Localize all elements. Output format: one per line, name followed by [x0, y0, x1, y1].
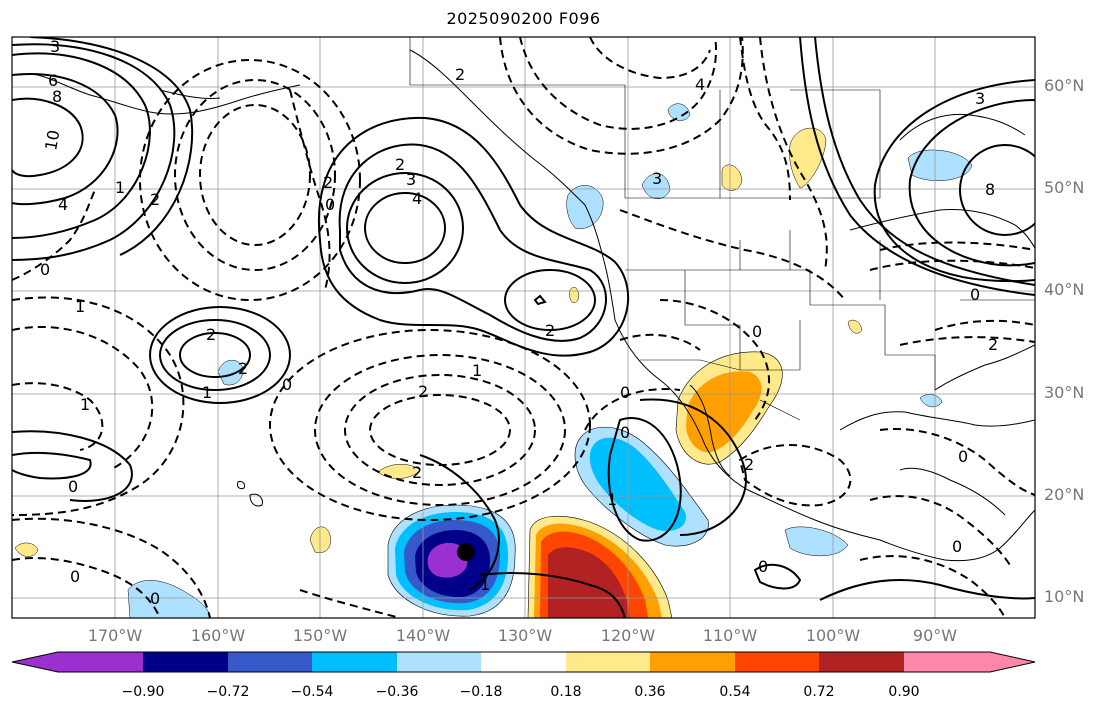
- svg-text:0: 0: [758, 557, 768, 576]
- map-frame: [11, 36, 1036, 619]
- svg-text:0: 0: [620, 383, 630, 402]
- colorbar-tick-label: −0.72: [206, 684, 250, 700]
- svg-text:1: 1: [75, 297, 85, 316]
- svg-text:8: 8: [52, 87, 62, 106]
- svg-text:2: 2: [238, 359, 248, 378]
- svg-text:4: 4: [695, 75, 705, 94]
- svg-text:2: 2: [455, 65, 465, 84]
- colorbar-extend-high: [990, 652, 1035, 672]
- lon-label-160w: 160°W: [190, 626, 246, 645]
- svg-text:2: 2: [545, 321, 555, 340]
- colorbar-segment: [143, 652, 229, 672]
- svg-text:0: 0: [970, 285, 980, 304]
- svg-text:0: 0: [958, 447, 968, 466]
- svg-text:2: 2: [395, 155, 405, 174]
- svg-text:2: 2: [150, 190, 160, 209]
- svg-text:6: 6: [48, 71, 58, 90]
- lat-label-40: 40°N: [1044, 280, 1085, 299]
- contours-negative: [12, 37, 1035, 618]
- svg-text:0: 0: [68, 477, 78, 496]
- svg-text:0: 0: [620, 423, 630, 442]
- svg-text:10: 10: [41, 128, 63, 151]
- colorbar-segment: [481, 652, 567, 672]
- borders: [409, 37, 1035, 421]
- colorbar-segment: [735, 652, 820, 672]
- colorbar-tick-label: 0.54: [719, 684, 751, 700]
- svg-text:3: 3: [975, 89, 985, 108]
- svg-text:3: 3: [406, 170, 416, 189]
- colorbar-tick-label: 0.36: [634, 684, 666, 700]
- coastlines: [19, 49, 1035, 562]
- colorbar-tick-label: −0.36: [375, 684, 419, 700]
- svg-text:1: 1: [472, 361, 482, 380]
- svg-text:0: 0: [752, 322, 762, 341]
- colorbar-segment: [566, 652, 651, 672]
- svg-text:4: 4: [58, 195, 68, 214]
- contour-labels: 3 6 8 10 4 0 1 1 0 0 0 2 1 2 1 2 0 0 2 2…: [40, 37, 998, 608]
- svg-text:3: 3: [50, 37, 60, 56]
- svg-text:2: 2: [418, 382, 428, 401]
- colorbar-segment: [904, 652, 991, 672]
- colorbar-tick-label: −0.90: [121, 684, 165, 700]
- svg-text:2: 2: [323, 173, 333, 192]
- colorbar-segment: [312, 652, 398, 672]
- colorbar-segment: [650, 652, 736, 672]
- lat-label-60: 60°N: [1044, 76, 1085, 95]
- svg-text:1: 1: [480, 575, 490, 594]
- colorbar: [11, 651, 1036, 673]
- colorbar-segment: [397, 652, 482, 672]
- lon-label-130w: 130°W: [497, 626, 553, 645]
- svg-text:4: 4: [412, 189, 422, 208]
- colorbar-segment: [819, 652, 905, 672]
- colorbar-extend-low: [12, 652, 58, 672]
- svg-text:8: 8: [985, 180, 995, 199]
- graticule: [12, 37, 1035, 618]
- contours-positive: [12, 37, 1035, 618]
- lat-label-10: 10°N: [1044, 587, 1085, 606]
- svg-text:1: 1: [607, 490, 617, 509]
- svg-text:2: 2: [206, 325, 216, 344]
- lon-label-140w: 140°W: [395, 626, 451, 645]
- colorbar-tick-label: 0.18: [550, 684, 582, 700]
- lat-label-50: 50°N: [1044, 178, 1085, 197]
- svg-text:1: 1: [202, 383, 212, 402]
- colorbar-outline: [11, 651, 1036, 673]
- svg-text:3: 3: [652, 169, 662, 188]
- svg-text:0: 0: [952, 537, 962, 556]
- colorbar-segment: [228, 652, 313, 672]
- svg-text:2: 2: [412, 463, 422, 482]
- map-title: 2025090200 F096: [446, 9, 601, 28]
- svg-text:1: 1: [115, 178, 125, 197]
- colorbar-segment: [58, 652, 144, 672]
- colorbar-tick-label: 0.90: [888, 684, 920, 700]
- contour-high-4: [364, 192, 446, 264]
- svg-text:2: 2: [988, 335, 998, 354]
- lon-label-120w: 120°W: [600, 626, 656, 645]
- storm-marker: [457, 543, 475, 561]
- lon-label-170w: 170°W: [87, 626, 143, 645]
- svg-text:2: 2: [744, 455, 754, 474]
- lon-label-150w: 150°W: [292, 626, 348, 645]
- svg-text:0: 0: [40, 260, 50, 279]
- colorbar-tick-label: −0.18: [459, 684, 503, 700]
- svg-text:0: 0: [150, 589, 160, 608]
- map-plot-area: 3 6 8 10 4 0 1 1 0 0 0 2 1 2 1 2 0 0 2 2…: [12, 37, 1035, 618]
- svg-text:0: 0: [282, 375, 292, 394]
- svg-text:0: 0: [325, 195, 335, 214]
- lon-label-90w: 90°W: [912, 626, 958, 645]
- colorbar-tick-label: −0.54: [290, 684, 334, 700]
- svg-text:0: 0: [70, 567, 80, 586]
- colorbar-tick-label: 0.72: [803, 684, 835, 700]
- svg-text:1: 1: [80, 395, 90, 414]
- lat-label-20: 20°N: [1044, 485, 1085, 504]
- lat-label-30: 30°N: [1044, 383, 1085, 402]
- lon-label-100w: 100°W: [805, 626, 861, 645]
- lon-label-110w: 110°W: [702, 626, 758, 645]
